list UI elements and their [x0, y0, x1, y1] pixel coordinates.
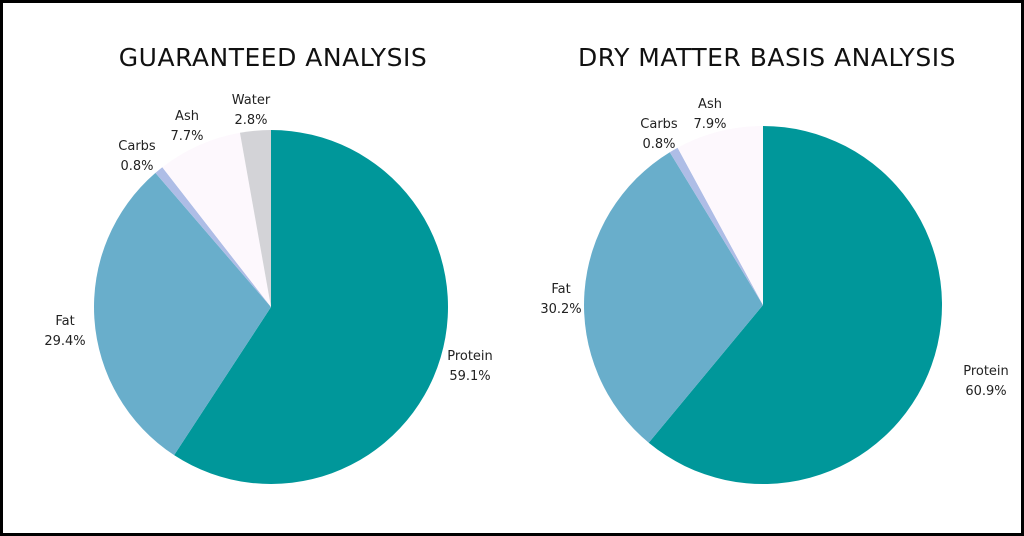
- pie-slice-fat: [584, 152, 763, 443]
- pie-slice-protein: [648, 126, 943, 485]
- pie-slice-ash: [677, 126, 763, 305]
- slice-label-protein: Protein: [963, 364, 1009, 379]
- pie-slice-water: [239, 130, 271, 307]
- slice-label-fat: Fat: [551, 282, 570, 297]
- slice-label-fat: Fat: [55, 314, 74, 329]
- pie-slice-fat: [93, 172, 271, 456]
- pie-chart-dry-matter-basis: Protein 60.9% Fat 30.2% Carbs 0.8% Ash 7.9%: [540, 97, 1009, 485]
- slice-value-water: 2.8%: [234, 113, 267, 128]
- slice-value-carbs: 0.8%: [120, 159, 153, 174]
- pie-slice-carbs: [155, 167, 271, 307]
- slice-label-carbs: Carbs: [118, 139, 156, 154]
- chart-title-dry-matter-basis: DRY MATTER BASIS ANALYSIS: [578, 43, 956, 72]
- slice-label-protein: Protein: [447, 349, 493, 364]
- pie-slice-protein: [174, 130, 449, 484]
- slice-value-carbs: 0.8%: [642, 137, 675, 152]
- slice-value-ash: 7.7%: [170, 129, 203, 144]
- slice-value-ash: 7.9%: [693, 117, 726, 132]
- pie-slice-ash: [162, 132, 271, 307]
- slice-label-carbs: Carbs: [640, 117, 678, 132]
- slice-value-protein: 60.9%: [965, 384, 1006, 399]
- pie-slice-carbs: [669, 147, 763, 305]
- slice-value-fat: 30.2%: [540, 302, 581, 317]
- slice-value-fat: 29.4%: [44, 334, 85, 349]
- chart-title-guaranteed-analysis: GUARANTEED ANALYSIS: [118, 43, 428, 72]
- slice-label-ash: Ash: [698, 97, 722, 112]
- slice-value-protein: 59.1%: [449, 369, 490, 384]
- pie-chart-guaranteed-analysis: Protein 59.1% Fat 29.4% Carbs 0.8% Ash 7.7% Wate…: [44, 93, 493, 484]
- slice-label-water: Water: [232, 93, 271, 108]
- slice-label-ash: Ash: [175, 109, 199, 124]
